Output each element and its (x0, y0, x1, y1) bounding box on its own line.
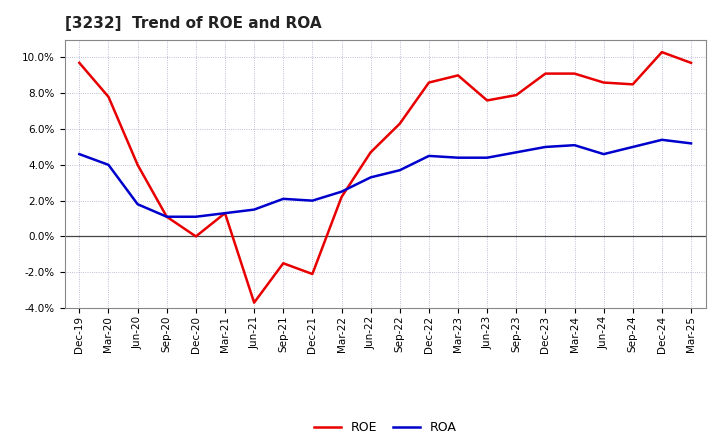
ROA (220, 210, 229, 216)
ROE (425, 80, 433, 85)
ROA (599, 151, 608, 157)
ROE (657, 49, 666, 55)
ROA (337, 189, 346, 194)
Line: ROA: ROA (79, 140, 691, 217)
ROE (570, 71, 579, 76)
ROA (163, 214, 171, 220)
ROE (308, 271, 317, 277)
ROA (250, 207, 258, 212)
ROA (104, 162, 113, 168)
ROE (279, 260, 287, 266)
ROE (599, 80, 608, 85)
ROA (570, 143, 579, 148)
ROA (512, 150, 521, 155)
ROE (104, 94, 113, 99)
ROA (687, 141, 696, 146)
ROE (395, 121, 404, 126)
ROA (657, 137, 666, 143)
ROA (308, 198, 317, 203)
ROE (366, 150, 375, 155)
ROE (75, 60, 84, 66)
Legend: ROE, ROA: ROE, ROA (308, 416, 462, 439)
ROE (220, 210, 229, 216)
ROE (163, 214, 171, 220)
ROA (279, 196, 287, 202)
ROE (629, 82, 637, 87)
ROE (192, 234, 200, 239)
ROA (629, 144, 637, 150)
Text: [3232]  Trend of ROE and ROA: [3232] Trend of ROE and ROA (65, 16, 321, 32)
ROA (541, 144, 550, 150)
ROA (366, 175, 375, 180)
ROA (483, 155, 492, 160)
ROA (395, 168, 404, 173)
ROA (192, 214, 200, 220)
ROA (454, 155, 462, 160)
ROA (75, 151, 84, 157)
Line: ROE: ROE (79, 52, 691, 303)
ROE (687, 60, 696, 66)
ROA (133, 202, 142, 207)
ROE (541, 71, 550, 76)
ROE (454, 73, 462, 78)
ROE (483, 98, 492, 103)
ROA (425, 153, 433, 158)
ROE (512, 92, 521, 98)
ROE (133, 162, 142, 168)
ROE (250, 300, 258, 305)
ROE (337, 194, 346, 200)
